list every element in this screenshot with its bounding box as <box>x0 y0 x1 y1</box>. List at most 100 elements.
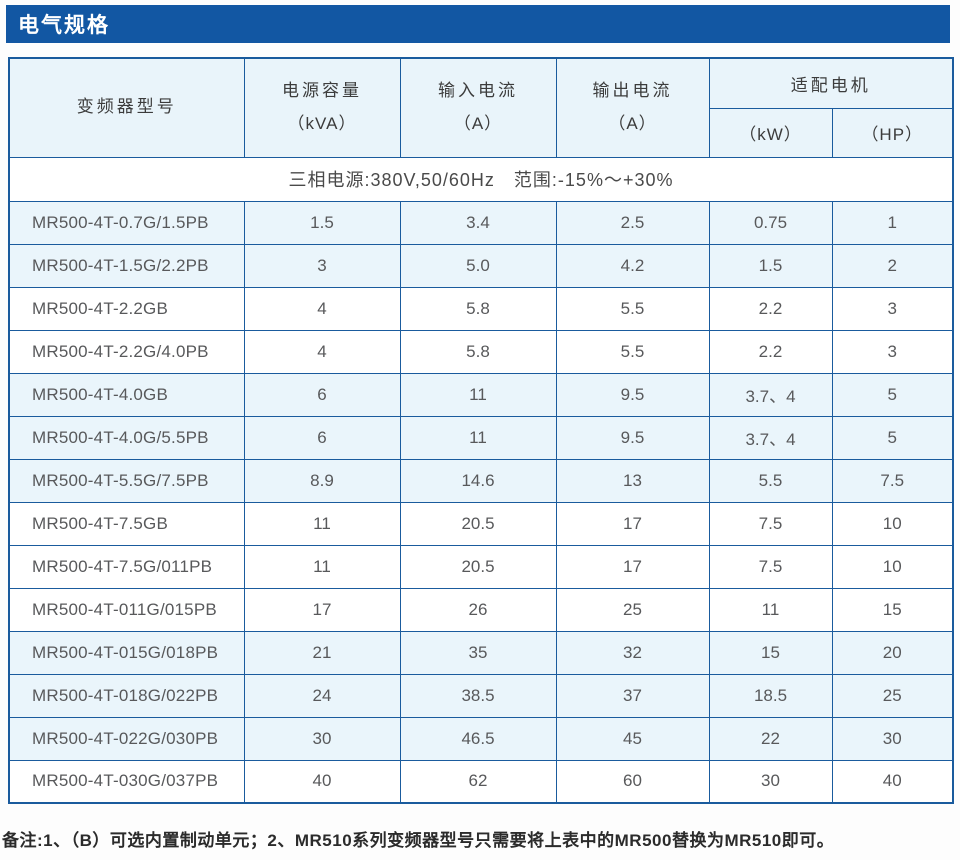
model-cell: MR500-4T-2.2G/4.0PB <box>8 329 245 374</box>
motor-kw-cell: 11 <box>708 587 833 632</box>
model-cell: MR500-4T-015G/018PB <box>8 630 245 675</box>
motor-kw-cell: 3.7、4 <box>708 415 833 460</box>
page-title: 电气规格 <box>18 14 110 37</box>
motor-hp-cell: 40 <box>831 759 954 804</box>
model-cell: MR500-4T-7.5G/011PB <box>8 544 245 589</box>
motor-kw-cell: 5.5 <box>708 458 833 503</box>
footer-note: 备注:1、（B）可选内置制动单元；2、MR510系列变频器型号只需要将上表中的M… <box>2 831 835 850</box>
input-current-cell: 35 <box>399 630 557 675</box>
header-input-current: 输入电流 （A） <box>399 57 557 158</box>
output-current-cell: 5.5 <box>555 286 710 331</box>
spec-table: 变频器型号 电源容量 （kVA） 输入电流 （A） 输出电流 （A） 适配电机 … <box>8 57 954 804</box>
header-motor-hp: （HP） <box>831 107 954 158</box>
motor-hp-cell: 30 <box>831 716 954 761</box>
motor-hp-cell: 15 <box>831 587 954 632</box>
motor-hp-cell: 1 <box>831 200 954 245</box>
kva-cell: 30 <box>243 716 401 761</box>
header-capacity: 电源容量 （kVA） <box>243 57 401 158</box>
model-cell: MR500-4T-4.0G/5.5PB <box>8 415 245 460</box>
motor-hp-cell: 25 <box>831 673 954 718</box>
spec-table-body: MR500-4T-0.7G/1.5PB 1.5 3.4 2.5 0.75 1 M… <box>8 200 954 804</box>
input-current-cell: 38.5 <box>399 673 557 718</box>
input-current-cell: 11 <box>399 372 557 417</box>
table-row: MR500-4T-5.5G/7.5PB 8.9 14.6 13 5.5 7.5 <box>8 458 954 503</box>
model-cell: MR500-4T-2.2GB <box>8 286 245 331</box>
table-row: MR500-4T-018G/022PB 24 38.5 37 18.5 25 <box>8 673 954 718</box>
kva-cell: 24 <box>243 673 401 718</box>
model-cell: MR500-4T-5.5G/7.5PB <box>8 458 245 503</box>
section-banner: 电气规格 <box>6 5 950 43</box>
output-current-cell: 2.5 <box>555 200 710 245</box>
output-current-cell: 13 <box>555 458 710 503</box>
motor-kw-cell: 7.5 <box>708 501 833 546</box>
header-motor-kw: （kW） <box>708 107 833 158</box>
motor-kw-cell: 18.5 <box>708 673 833 718</box>
power-supply-row: 三相电源:380V,50/60Hz 范围:-15%～+30% <box>8 156 954 202</box>
output-current-cell: 9.5 <box>555 415 710 460</box>
kva-cell: 8.9 <box>243 458 401 503</box>
table-row: MR500-4T-011G/015PB 17 26 25 11 15 <box>8 587 954 632</box>
kva-cell: 21 <box>243 630 401 675</box>
kva-cell: 17 <box>243 587 401 632</box>
model-cell: MR500-4T-022G/030PB <box>8 716 245 761</box>
motor-kw-cell: 22 <box>708 716 833 761</box>
table-row: MR500-4T-015G/018PB 21 35 32 15 20 <box>8 630 954 675</box>
input-current-cell: 62 <box>399 759 557 804</box>
output-current-cell: 17 <box>555 544 710 589</box>
kva-cell: 6 <box>243 415 401 460</box>
spec-table-header: 变频器型号 电源容量 （kVA） 输入电流 （A） 输出电流 （A） 适配电机 … <box>8 57 954 158</box>
header-model: 变频器型号 <box>8 57 245 158</box>
input-current-cell: 14.6 <box>399 458 557 503</box>
table-row: MR500-4T-1.5G/2.2PB 3 5.0 4.2 1.5 2 <box>8 243 954 288</box>
motor-kw-cell: 1.5 <box>708 243 833 288</box>
motor-hp-cell: 2 <box>831 243 954 288</box>
motor-hp-cell: 5 <box>831 372 954 417</box>
model-cell: MR500-4T-011G/015PB <box>8 587 245 632</box>
kva-cell: 4 <box>243 286 401 331</box>
model-cell: MR500-4T-4.0GB <box>8 372 245 417</box>
input-current-cell: 20.5 <box>399 501 557 546</box>
model-cell: MR500-4T-7.5GB <box>8 501 245 546</box>
motor-hp-cell: 3 <box>831 329 954 374</box>
table-row: MR500-4T-4.0G/5.5PB 6 11 9.5 3.7、4 5 <box>8 415 954 460</box>
output-current-cell: 32 <box>555 630 710 675</box>
input-current-cell: 5.8 <box>399 329 557 374</box>
input-current-cell: 5.8 <box>399 286 557 331</box>
output-current-cell: 4.2 <box>555 243 710 288</box>
table-row: MR500-4T-7.5G/011PB 11 20.5 17 7.5 10 <box>8 544 954 589</box>
motor-hp-cell: 5 <box>831 415 954 460</box>
kva-cell: 6 <box>243 372 401 417</box>
table-row: MR500-4T-7.5GB 11 20.5 17 7.5 10 <box>8 501 954 546</box>
motor-kw-cell: 2.2 <box>708 329 833 374</box>
output-current-cell: 37 <box>555 673 710 718</box>
kva-cell: 11 <box>243 544 401 589</box>
motor-hp-cell: 7.5 <box>831 458 954 503</box>
input-current-cell: 11 <box>399 415 557 460</box>
output-current-cell: 5.5 <box>555 329 710 374</box>
input-current-cell: 3.4 <box>399 200 557 245</box>
motor-kw-cell: 15 <box>708 630 833 675</box>
table-row: MR500-4T-2.2GB 4 5.8 5.5 2.2 3 <box>8 286 954 331</box>
table-row: MR500-4T-022G/030PB 30 46.5 45 22 30 <box>8 716 954 761</box>
header-motor-group: 适配电机 <box>708 57 954 109</box>
output-current-cell: 45 <box>555 716 710 761</box>
kva-cell: 1.5 <box>243 200 401 245</box>
motor-hp-cell: 10 <box>831 501 954 546</box>
motor-hp-cell: 3 <box>831 286 954 331</box>
kva-cell: 4 <box>243 329 401 374</box>
kva-cell: 3 <box>243 243 401 288</box>
model-cell: MR500-4T-1.5G/2.2PB <box>8 243 245 288</box>
kva-cell: 11 <box>243 501 401 546</box>
table-row: MR500-4T-0.7G/1.5PB 1.5 3.4 2.5 0.75 1 <box>8 200 954 245</box>
output-current-cell: 9.5 <box>555 372 710 417</box>
kva-cell: 40 <box>243 759 401 804</box>
motor-kw-cell: 7.5 <box>708 544 833 589</box>
table-row: MR500-4T-2.2G/4.0PB 4 5.8 5.5 2.2 3 <box>8 329 954 374</box>
input-current-cell: 26 <box>399 587 557 632</box>
input-current-cell: 5.0 <box>399 243 557 288</box>
header-output-current: 输出电流 （A） <box>555 57 710 158</box>
output-current-cell: 60 <box>555 759 710 804</box>
output-current-cell: 17 <box>555 501 710 546</box>
input-current-cell: 20.5 <box>399 544 557 589</box>
model-cell: MR500-4T-030G/037PB <box>8 759 245 804</box>
